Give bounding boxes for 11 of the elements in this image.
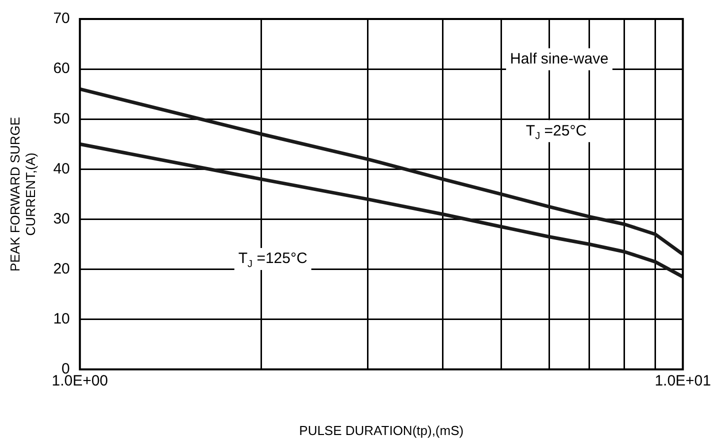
annotation: Half sine-wave (510, 50, 608, 68)
y-tick-label: 30 (53, 210, 70, 228)
y-tick-label: 40 (53, 160, 70, 178)
y-tick-label: 10 (53, 310, 70, 328)
y-tick-label: 20 (53, 260, 70, 278)
y-tick-label: 70 (53, 10, 70, 28)
y-tick-label: 50 (53, 110, 70, 128)
y-tick-label: 60 (53, 60, 70, 78)
x-axis-title: PULSE DURATION(tp),(mS) (299, 422, 464, 438)
x-tick-label: 1.0E+01 (654, 372, 712, 390)
y-axis-title: PEAK FORWARD SURGE CURRENT,(A) (7, 116, 38, 272)
